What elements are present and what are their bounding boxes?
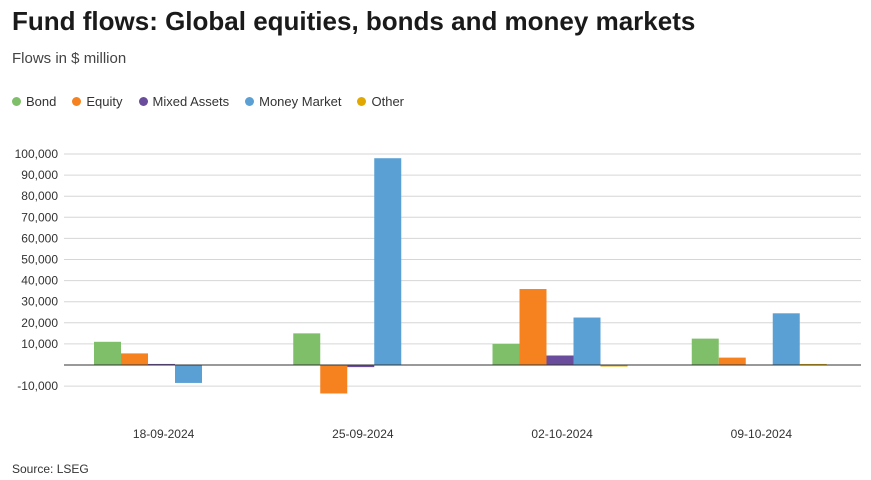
source-note: Source: LSEG xyxy=(12,462,89,476)
y-tick-label: 40,000 xyxy=(21,274,58,288)
bar-equity xyxy=(519,289,547,365)
legend-swatch xyxy=(245,97,255,106)
chart-subtitle: Flows in $ million xyxy=(12,50,127,67)
bar-equity xyxy=(320,365,348,394)
x-tick-label: 02-10-2024 xyxy=(531,427,593,441)
y-tick-label: 80,000 xyxy=(21,189,58,203)
bar-bond xyxy=(691,338,719,365)
x-tick-label: 25-09-2024 xyxy=(332,427,394,441)
y-tick-label: 90,000 xyxy=(21,168,58,182)
legend-item-bond: Bond xyxy=(12,94,56,109)
y-tick-label: -10,000 xyxy=(17,379,58,393)
legend-swatch xyxy=(72,97,82,106)
bar-mixed-assets xyxy=(546,355,574,365)
bar-equity xyxy=(718,357,746,365)
y-tick-label: 60,000 xyxy=(21,231,58,245)
y-tick-label: 30,000 xyxy=(21,295,58,309)
y-tick-label: 50,000 xyxy=(21,253,58,267)
legend-swatch xyxy=(12,97,21,106)
bar-mixed-assets xyxy=(347,365,375,368)
bar-money-market xyxy=(772,313,800,365)
bar-bond xyxy=(492,343,520,365)
legend-item-other: Other xyxy=(357,94,404,109)
legend-label: Money Market xyxy=(259,94,342,109)
x-tick-label: 09-10-2024 xyxy=(731,427,793,441)
y-tick-label: 100,000 xyxy=(15,147,59,161)
bar-bond xyxy=(293,333,321,365)
legend-swatch xyxy=(138,97,148,106)
bar-money-market xyxy=(573,317,601,365)
bar-bond xyxy=(94,341,121,365)
legend-item-money-market: Money Market xyxy=(245,94,341,109)
legend-label: Other xyxy=(371,94,404,109)
bar-equity xyxy=(121,353,148,365)
legend-item-equity: Equity xyxy=(72,94,123,109)
chart-title: Fund flows: Global equities, bonds and m… xyxy=(12,6,696,36)
legend-label: Equity xyxy=(86,94,123,109)
bar-money-market xyxy=(175,365,202,383)
legend-label: Bond xyxy=(26,94,57,109)
y-tick-label: 70,000 xyxy=(21,210,58,224)
y-tick-label: 20,000 xyxy=(21,316,58,330)
legend-label: Mixed Assets xyxy=(152,94,230,109)
bar-money-market xyxy=(374,158,402,365)
bar-other xyxy=(600,365,628,367)
chart-legend: Bond Equity Mixed Assets Money Market Other xyxy=(12,94,404,109)
x-tick-label: 18-09-2024 xyxy=(133,427,195,441)
legend-swatch xyxy=(357,97,367,106)
legend-item-mixed-assets: Mixed Assets xyxy=(138,94,230,109)
y-tick-label: 10,000 xyxy=(21,337,58,351)
